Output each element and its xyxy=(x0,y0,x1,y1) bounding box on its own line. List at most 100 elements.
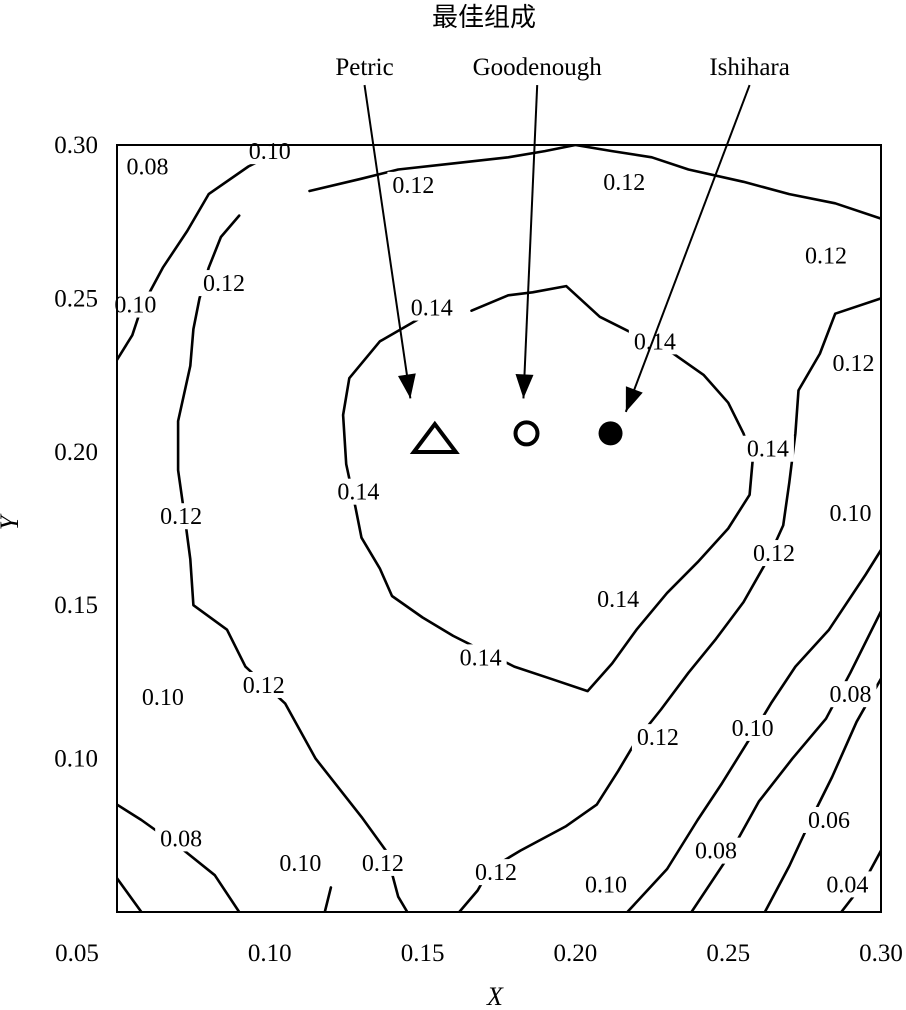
annotation-petric: Petric xyxy=(335,54,416,399)
contour-label-bg xyxy=(356,849,409,876)
contour-label-text: 0.10 xyxy=(732,716,774,742)
arrowhead xyxy=(625,386,643,412)
contour-line-006-0 xyxy=(763,677,881,912)
contour-label-text: 0.10 xyxy=(114,293,156,319)
annotation-label: Ishihara xyxy=(709,54,790,81)
contour-label-text: 0.14 xyxy=(597,587,639,613)
contour-label-text: 0.10 xyxy=(585,872,627,898)
contour-label: 0.12 xyxy=(598,168,651,196)
contour-label-text: 0.06 xyxy=(808,808,850,834)
contour-label-text: 0.10 xyxy=(279,851,321,877)
contour-label-bg xyxy=(155,503,208,530)
y-tick-label: 0.20 xyxy=(54,439,98,466)
contour-label-bg xyxy=(197,270,250,297)
contour-line-010-3 xyxy=(323,886,333,912)
arrowhead xyxy=(515,374,534,399)
contour-label-text: 0.10 xyxy=(142,685,184,711)
contour-label-bg xyxy=(136,684,189,711)
contour-label-bg xyxy=(469,859,522,886)
contour-label-bg xyxy=(824,681,877,708)
annotation-label: Petric xyxy=(335,54,393,81)
contour-label-bg xyxy=(803,806,856,833)
contour-label-text: 0.12 xyxy=(637,725,679,751)
contour-label: 0.12 xyxy=(799,242,852,269)
contour-label-bg xyxy=(799,242,852,269)
y-tick-label: 0.25 xyxy=(54,285,98,312)
contour-label-text: 0.12 xyxy=(203,271,245,297)
contour-label-text: 0.14 xyxy=(460,645,502,671)
annotation-arrow xyxy=(522,85,539,399)
contour-line-012-0 xyxy=(176,214,409,912)
contour-label-text: 0.12 xyxy=(753,541,795,567)
annotation-ishihara: Ishihara xyxy=(624,54,790,413)
contour-label-text: 0.08 xyxy=(829,682,871,708)
contour-label: 0.12 xyxy=(748,540,801,567)
contour-line-012-2 xyxy=(308,145,881,220)
contour-label: 0.06 xyxy=(803,806,856,834)
annotation-label: Goodenough xyxy=(473,54,603,81)
contour-label-text: 0.12 xyxy=(805,243,847,269)
contour-line-012-1 xyxy=(458,297,881,912)
marker-petric xyxy=(409,420,460,455)
contour-label: 0.12 xyxy=(469,859,522,886)
contour-label: 0.10 xyxy=(274,849,327,877)
contour-label-bg xyxy=(592,586,645,613)
contour-label: 0.14 xyxy=(405,294,458,322)
y-axis-title: Y xyxy=(0,513,24,530)
contour-label-text: 0.12 xyxy=(392,173,434,199)
contour-label: 0.10 xyxy=(243,138,296,165)
plot-frame xyxy=(116,144,882,913)
contour-label: 0.10 xyxy=(726,714,779,742)
annotations: Petric Goodenough Ishihara xyxy=(335,54,790,413)
contour-label: 0.12 xyxy=(197,270,250,297)
contour-label-bg xyxy=(237,671,290,698)
contour-labels: 0.08 0.10 0.12 0.12 0.12 0.10 0.12 0.14 0.14 0.12… xyxy=(109,138,880,898)
y-tick-label: 0.30 xyxy=(54,132,98,159)
contour-label: 0.10 xyxy=(136,684,189,711)
annotation-arrow xyxy=(624,84,751,413)
arrowhead xyxy=(397,373,416,399)
contour-label: 0.10 xyxy=(579,871,632,898)
contour-label: 0.12 xyxy=(631,724,684,751)
marker-goodenough xyxy=(513,420,540,447)
contour-label-bg xyxy=(109,291,162,318)
contour-label-text: 0.12 xyxy=(603,170,645,196)
contour-label-text: 0.10 xyxy=(829,501,871,527)
contour-label-text: 0.14 xyxy=(747,437,789,463)
x-tick-label: 0.05 xyxy=(55,940,99,967)
annotation-arrow xyxy=(363,84,412,399)
contour-label: 0.08 xyxy=(155,825,208,852)
contour-label-text: 0.08 xyxy=(160,826,202,852)
contour-label-bg xyxy=(631,724,684,751)
contour-label: 0.14 xyxy=(628,328,681,355)
contour-label-bg xyxy=(243,138,296,165)
contour-label-text: 0.14 xyxy=(411,296,453,322)
y-tick-labels: 0.10 0.15 0.20 0.25 0.30 xyxy=(54,132,98,773)
contour-label: 0.12 xyxy=(827,349,880,377)
contour-line-010-0 xyxy=(117,803,241,912)
contour-line-010-1 xyxy=(117,156,268,362)
x-axis-title: X xyxy=(486,982,504,1010)
contour-label-bg xyxy=(726,714,779,741)
contour-label-bg xyxy=(454,644,507,671)
contour-label-text: 0.10 xyxy=(249,139,291,165)
contour-label: 0.14 xyxy=(454,644,507,671)
contour-label: 0.04 xyxy=(821,871,874,898)
contour-label-bg xyxy=(741,435,794,462)
contour-label-text: 0.12 xyxy=(160,504,202,530)
marker-ishihara xyxy=(598,421,623,446)
contour-label-text: 0.12 xyxy=(475,860,517,886)
contour-label-text: 0.12 xyxy=(362,851,404,877)
contour-label: 0.10 xyxy=(109,291,162,319)
data-markers xyxy=(409,420,623,455)
contour-label-bg xyxy=(332,478,385,505)
x-tick-labels: 0.05 0.10 0.15 0.20 0.25 0.30 xyxy=(55,940,903,967)
contour-label-bg xyxy=(579,871,632,898)
contour-label-bg xyxy=(274,849,327,876)
contour-label: 0.12 xyxy=(356,849,409,877)
x-tick-label: 0.15 xyxy=(401,940,445,967)
y-tick-label: 0.10 xyxy=(54,746,98,773)
contour-label: 0.08 xyxy=(824,681,877,708)
contour-label: 0.14 xyxy=(741,435,794,463)
